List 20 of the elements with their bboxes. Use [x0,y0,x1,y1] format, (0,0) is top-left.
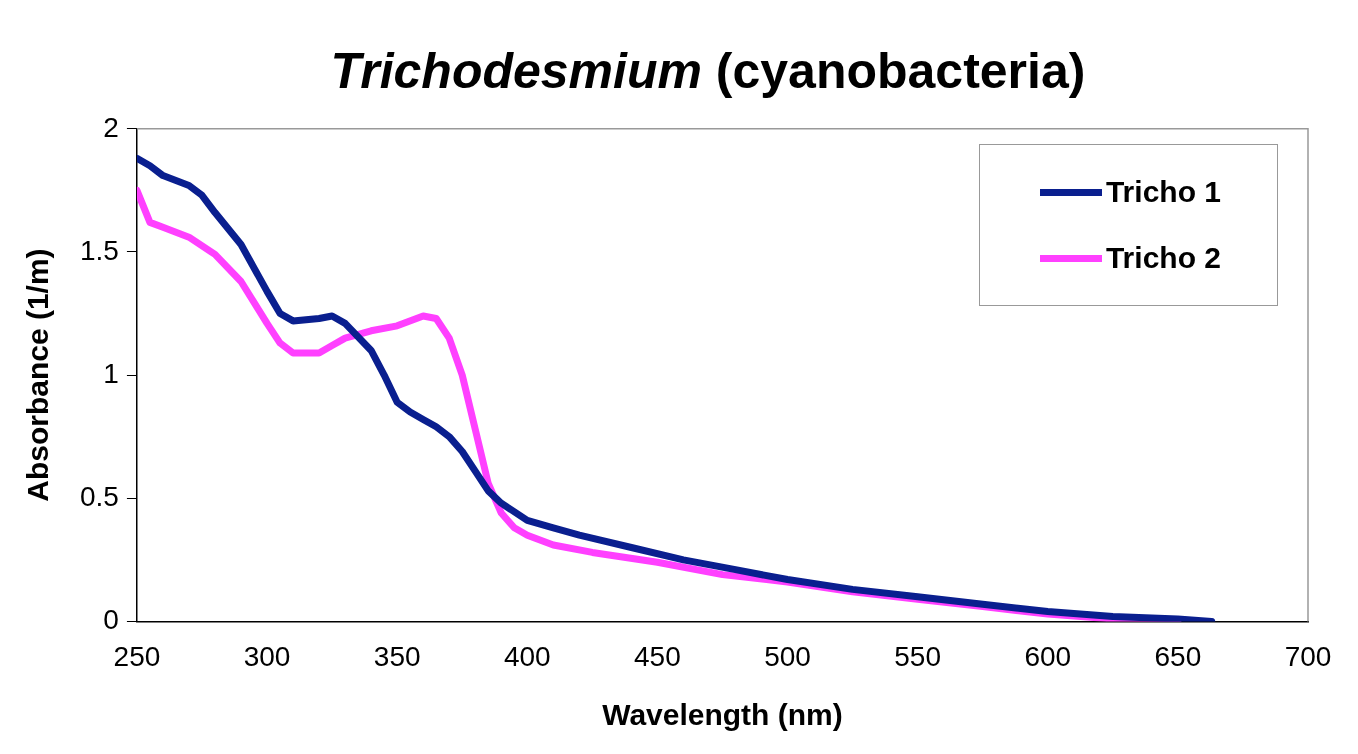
legend-label: Tricho 2 [1105,241,1221,275]
x-tick-label: 450 [634,640,681,672]
chart-title: Trichodesmium (cyanobacteria) [330,43,1086,99]
y-tick-label: 0.5 [79,480,119,512]
x-tick-label: 500 [764,640,811,672]
y-axis-title: Absorbance (1/m) [21,248,55,502]
x-tick-label: 350 [373,640,421,672]
x-tick-label: 400 [503,640,551,672]
y-tick-label: 0 [103,604,119,636]
x-tick-label: 700 [1284,640,1332,672]
x-axis-title: Wavelength (nm) [602,698,843,732]
y-tick-label: 1 [103,357,119,389]
x-tick-label: 600 [1024,640,1072,672]
x-tick-label: 650 [1154,640,1202,672]
y-tick-label: 1.5 [79,234,119,266]
legend-label: Tricho 1 [1105,175,1221,209]
x-tick-label: 300 [243,640,291,672]
x-tick-label: 250 [113,640,161,672]
y-tick-label: 2 [103,111,119,143]
x-tick-label: 550 [894,640,941,672]
